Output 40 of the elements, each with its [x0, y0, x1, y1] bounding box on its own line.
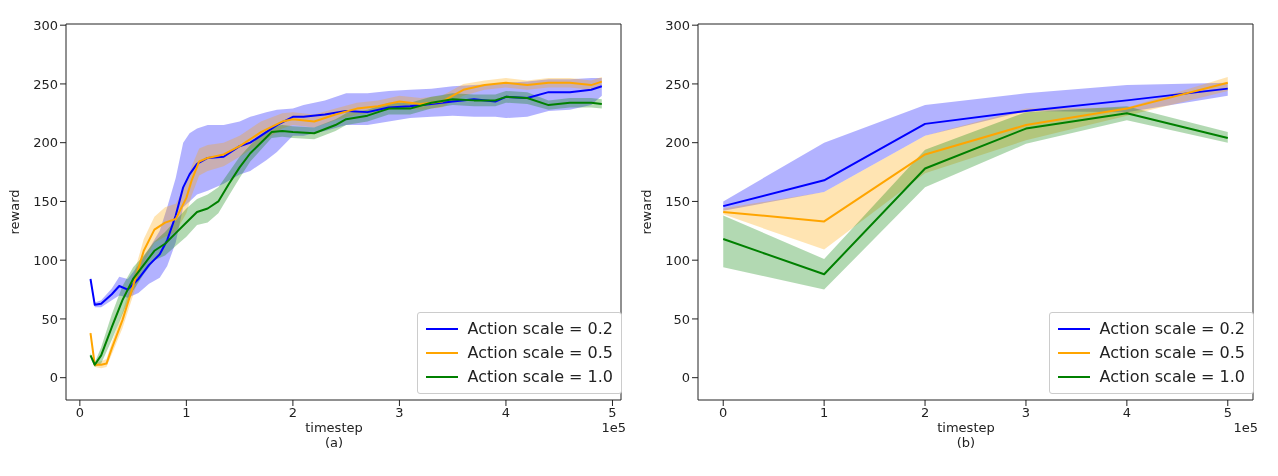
- y-tick-label: 250: [33, 76, 58, 92]
- x-tick-label: 2: [920, 405, 930, 421]
- legend-label: Action scale = 0.5: [1099, 342, 1245, 364]
- legend-label: Action scale = 1.0: [467, 366, 613, 388]
- legend-label: Action scale = 0.2: [1099, 318, 1245, 340]
- x-tick-label: 1: [182, 405, 191, 421]
- x-tick-label: 0: [719, 405, 728, 421]
- x-tick-label: 0: [75, 405, 84, 421]
- x-tick-label: 1: [820, 405, 829, 421]
- y-tick-label: 200: [665, 135, 690, 151]
- y-tick-label: 200: [33, 135, 58, 151]
- y-tick-label: 50: [673, 311, 690, 327]
- y-axis-title: reward: [6, 189, 22, 235]
- y-tick-label: 300: [33, 17, 58, 33]
- x-tick-label: 2: [288, 405, 298, 421]
- x-axis-title: timestep: [937, 420, 995, 435]
- text: (a): [323, 435, 345, 450]
- y-tick-label: 50: [41, 311, 58, 327]
- text: 1e5: [1233, 420, 1258, 435]
- y-tick-label: 150: [33, 194, 58, 210]
- x-tick-label: 5: [608, 405, 617, 421]
- x-tick-label: 3: [395, 405, 404, 421]
- x-tick-label: 5: [1223, 405, 1232, 421]
- y-tick-label: 150: [665, 194, 690, 210]
- x-axis-title: timestep: [305, 420, 363, 435]
- text: (b): [955, 435, 977, 450]
- y-tick-label: 0: [681, 370, 690, 386]
- x-tick-label: 3: [1021, 405, 1031, 421]
- y-tick-label: 300: [665, 17, 690, 33]
- x-tick-label: 4: [501, 405, 511, 421]
- legend-label: Action scale = 0.5: [467, 342, 613, 364]
- y-axis-title: reward: [638, 189, 654, 235]
- y-tick-label: 100: [33, 252, 58, 268]
- y-tick-label: 100: [665, 252, 690, 268]
- x-tick-label: 4: [1122, 405, 1131, 421]
- legend-label: Action scale = 0.2: [467, 318, 613, 340]
- text: 1e5: [601, 420, 626, 435]
- y-tick-label: 250: [665, 76, 690, 92]
- legend-label: Action scale = 1.0: [1099, 366, 1245, 388]
- y-tick-label: 0: [49, 370, 58, 386]
